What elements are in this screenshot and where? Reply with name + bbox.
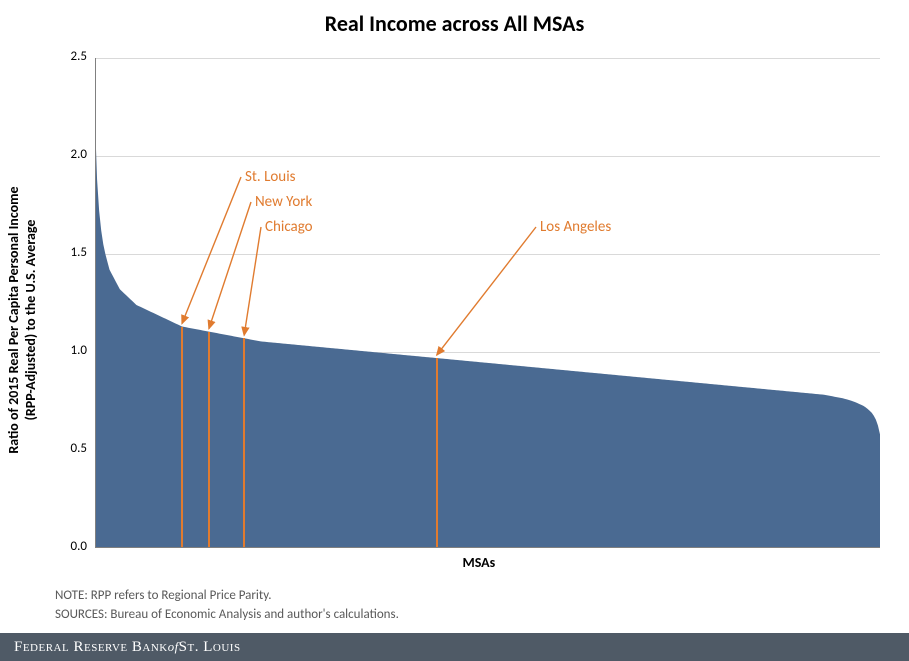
highlight-bar bbox=[208, 332, 210, 548]
highlight-bar bbox=[436, 358, 438, 548]
y-tick-label: 1.0 bbox=[47, 343, 87, 358]
y-tick-label: 0.0 bbox=[47, 539, 87, 554]
callout-label: St. Louis bbox=[245, 168, 296, 186]
y-axis-label-line2: (RPP-Adjusted) to the U.S. Average bbox=[22, 186, 39, 453]
y-tick-label: 0.5 bbox=[47, 441, 87, 456]
highlight-bar bbox=[181, 327, 183, 548]
x-axis-line bbox=[95, 547, 880, 548]
y-axis-line bbox=[95, 58, 96, 548]
y-axis-label-line1: Ratio of 2015 Real Per Capita Personal I… bbox=[5, 186, 22, 453]
y-tick-label: 2.5 bbox=[47, 49, 87, 64]
callout-label: Chicago bbox=[265, 218, 313, 236]
x-axis-label: MSAs bbox=[463, 554, 496, 571]
callout-label: New York bbox=[255, 193, 312, 211]
chart-title: Real Income across All MSAs bbox=[0, 10, 909, 37]
footer-text-part: of bbox=[168, 640, 179, 655]
y-axis-label: Ratio of 2015 Real Per Capita Personal I… bbox=[5, 186, 39, 453]
plot-area: St. Louis New York Chicago Los Angeles bbox=[95, 58, 880, 548]
area-chart bbox=[95, 58, 880, 548]
footer-text-part: Federal Reserve Bank bbox=[14, 639, 168, 656]
note-text: SOURCES: Bureau of Economic Analysis and… bbox=[55, 607, 399, 622]
note-text: NOTE: RPP refers to Regional Price Parit… bbox=[55, 588, 272, 603]
chart-container: Real Income across All MSAs Ratio of 201… bbox=[0, 0, 909, 661]
highlight-bar bbox=[243, 338, 245, 548]
footer-bar: Federal Reserve Bank of St. Louis bbox=[0, 633, 909, 661]
y-tick-label: 2.0 bbox=[47, 147, 87, 162]
y-tick-label: 1.5 bbox=[47, 245, 87, 260]
callout-label: Los Angeles bbox=[540, 218, 611, 236]
footer-text-part: St. Louis bbox=[179, 639, 241, 656]
